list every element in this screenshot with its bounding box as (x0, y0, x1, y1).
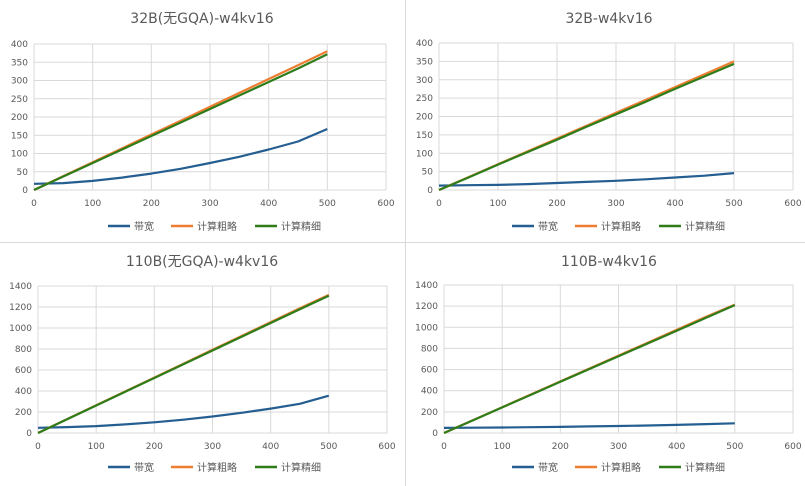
series-line-1 (438, 172, 735, 187)
y-tick-label: 400 (15, 387, 32, 397)
x-tick-label: 400 (260, 199, 277, 209)
legend-label: 计算粗略 (197, 461, 237, 474)
series-line-1 (37, 394, 330, 429)
y-tick-label: 0 (427, 186, 433, 196)
y-tick-label: 0 (22, 186, 28, 196)
x-tick-label: 400 (668, 442, 685, 452)
x-tick-label: 600 (784, 442, 801, 452)
legend-label: 计算精细 (685, 461, 725, 474)
chart-svg: 32B-w4kv16 0 50 100 150 200 250 300 350 400 0 100 2… (416, 11, 802, 233)
x-tick-label: 400 (262, 442, 279, 452)
y-tick-label: 1400 (9, 282, 32, 292)
y-tick-label: 100 (11, 150, 28, 160)
x-tick-label: 0 (436, 199, 442, 209)
legend-label: 带宽 (134, 220, 154, 233)
x-tick-label: 200 (548, 199, 565, 209)
x-tick-label: 100 (84, 199, 101, 209)
chart-panel-2: 32B-w4kv16 0 50 100 150 200 250 300 350 400 0 100 2… (406, 0, 805, 243)
legend-label: 带宽 (538, 220, 558, 233)
y-tick-label: 1200 (9, 303, 32, 313)
y-tick-label: 300 (416, 76, 433, 86)
x-tick-label: 200 (146, 442, 163, 452)
series-line-3 (438, 62, 735, 192)
x-tick-label: 400 (666, 199, 683, 209)
x-tick-label: 0 (441, 442, 447, 452)
y-tick-label: 1000 (415, 323, 438, 333)
x-tick-label: 200 (143, 199, 160, 209)
chart-panel-4: 110B-w4kv16 0 200 400 600 800 1000 1200 1400 0 10… (406, 243, 805, 486)
x-tick-label: 300 (607, 199, 624, 209)
y-tick-label: 250 (416, 94, 433, 104)
legend-label: 计算精细 (281, 461, 321, 474)
y-tick-label: 400 (421, 387, 438, 397)
legend-label: 带宽 (538, 461, 558, 474)
y-tick-label: 200 (15, 408, 32, 418)
legend-label: 计算粗略 (601, 461, 641, 474)
series-line-1 (443, 422, 735, 429)
x-tick-label: 500 (320, 442, 337, 452)
x-tick-label: 100 (494, 442, 511, 452)
x-tick-label: 600 (377, 199, 394, 209)
y-tick-label: 800 (15, 345, 32, 355)
y-tick-label: 800 (421, 344, 438, 354)
x-tick-label: 0 (35, 442, 41, 452)
series-line-3 (33, 53, 328, 191)
y-tick-label: 600 (421, 366, 438, 376)
y-tick-label: 50 (17, 168, 29, 178)
legend-label: 计算精细 (281, 220, 321, 233)
chart-panel-1: 32B(无GQA)-w4kv16 0 50 100 150 200 250 300 350 40… (0, 0, 405, 243)
x-tick-label: 200 (552, 442, 569, 452)
chart-svg: 32B(无GQA)-w4kv16 0 50 100 150 200 250 300 350 40… (11, 11, 395, 233)
chart-title: 110B(无GQA)-w4kv16 (126, 254, 278, 270)
y-tick-label: 150 (416, 131, 433, 141)
chart-title: 32B(无GQA)-w4kv16 (130, 11, 273, 27)
x-tick-label: 300 (204, 442, 221, 452)
y-tick-label: 100 (416, 149, 433, 159)
y-tick-label: 150 (11, 131, 28, 141)
y-tick-label: 350 (416, 57, 433, 67)
x-tick-label: 500 (319, 199, 336, 209)
y-tick-label: 400 (416, 39, 433, 49)
chart-svg: 110B-w4kv16 0 200 400 600 800 1000 1200 1400 0 10… (415, 254, 802, 474)
y-tick-label: 0 (26, 429, 32, 439)
y-tick-label: 200 (421, 408, 438, 418)
legend-label: 带宽 (134, 461, 154, 474)
chart-svg: 110B(无GQA)-w4kv16 0200400600800100012001… (9, 254, 396, 474)
x-tick-label: 300 (201, 199, 218, 209)
y-tick-label: 1000 (9, 324, 32, 334)
panel-divider-horizontal (0, 242, 805, 243)
x-tick-label: 100 (88, 442, 105, 452)
legend-label: 计算粗略 (601, 220, 641, 233)
y-tick-label: 1200 (415, 302, 438, 312)
y-tick-label: 0 (432, 429, 438, 439)
x-tick-label: 300 (610, 442, 627, 452)
legend-label: 计算精细 (685, 220, 725, 233)
panel-divider-vertical (405, 0, 406, 486)
y-tick-label: 300 (11, 77, 28, 87)
series-line-3 (443, 304, 736, 435)
y-tick-label: 50 (422, 168, 434, 178)
y-tick-label: 600 (15, 366, 32, 376)
y-tick-label: 200 (11, 113, 28, 123)
y-tick-label: 1400 (415, 281, 438, 291)
x-tick-label: 500 (725, 199, 742, 209)
x-tick-label: 600 (378, 442, 395, 452)
x-tick-label: 100 (489, 199, 506, 209)
x-tick-label: 600 (784, 199, 801, 209)
x-tick-label: 0 (31, 199, 37, 209)
legend-label: 计算粗略 (197, 220, 237, 233)
x-tick-label: 500 (726, 442, 743, 452)
chart-title: 110B-w4kv16 (561, 254, 657, 270)
series-line-1 (33, 127, 328, 185)
chart-title: 32B-w4kv16 (565, 11, 652, 27)
y-tick-label: 200 (416, 113, 433, 123)
series-line-3 (37, 294, 330, 434)
y-tick-label: 350 (11, 58, 28, 68)
y-tick-label: 250 (11, 95, 28, 105)
y-tick-label: 400 (11, 40, 28, 50)
chart-panel-3: 110B(无GQA)-w4kv16 0 200 400 600 800 1000 1200 1… (0, 243, 405, 486)
